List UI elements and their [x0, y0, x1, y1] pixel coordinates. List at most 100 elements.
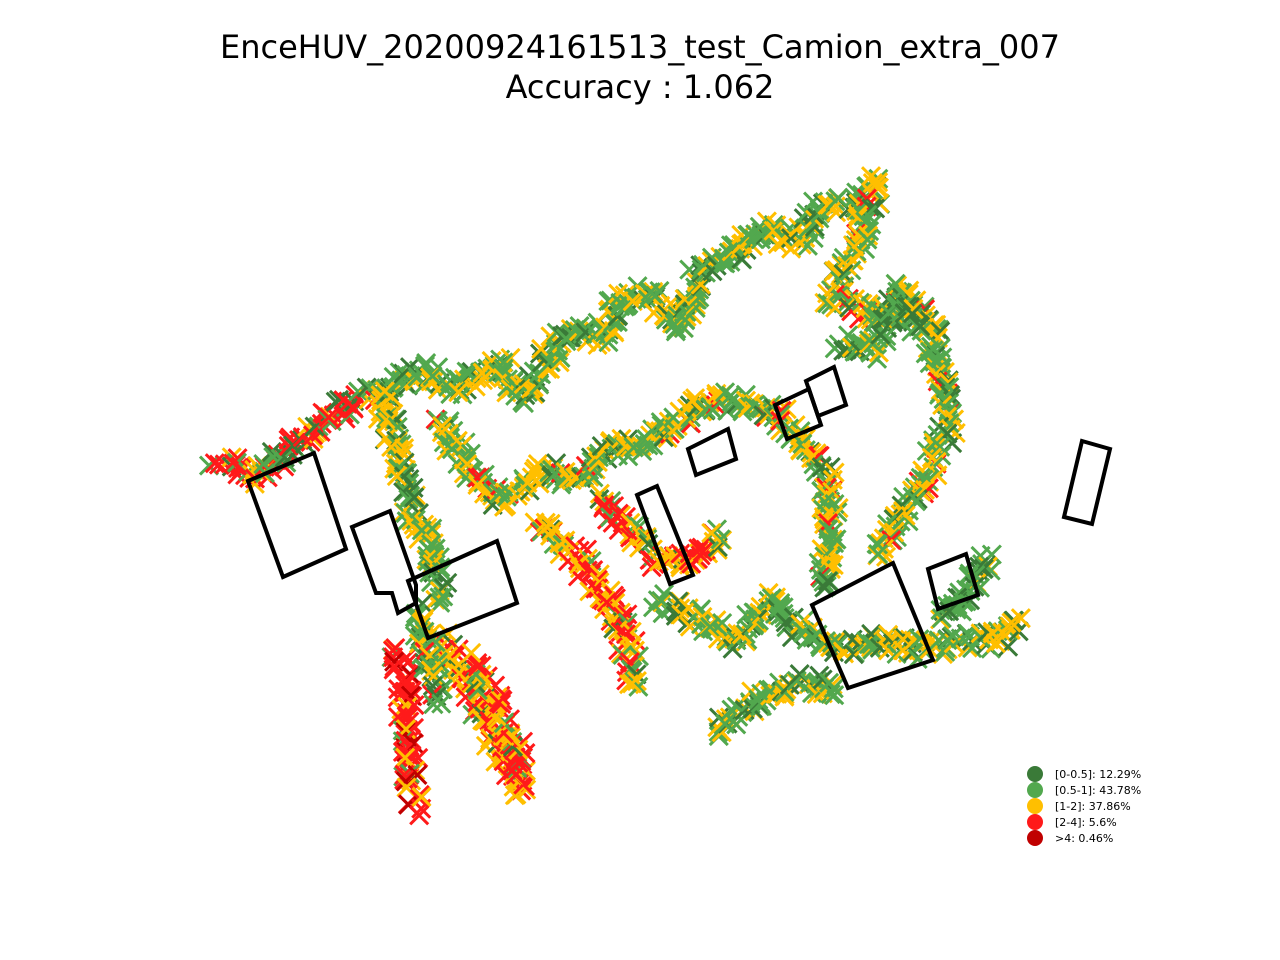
trajectory-point: [395, 747, 416, 768]
trajectory-point: [886, 643, 907, 665]
trajectory-point: [973, 558, 994, 579]
trajectory-point: [467, 467, 488, 488]
legend-marker: [1027, 766, 1043, 782]
trajectory-point: [389, 362, 410, 383]
trajectory-point: [467, 653, 488, 674]
trajectory-point: [901, 321, 922, 342]
trajectory-point: [713, 252, 734, 273]
trajectory-point: [596, 592, 617, 613]
trajectory-point: [812, 669, 833, 690]
obstacle-box: [809, 560, 936, 691]
trajectory-point: [695, 399, 716, 420]
trajectory-point: [467, 474, 488, 495]
trajectory-point: [650, 412, 671, 433]
trajectory-point: [818, 672, 840, 693]
trajectory-point: [598, 332, 619, 353]
trajectory-point: [936, 406, 958, 427]
legend-marker: [1027, 814, 1043, 830]
trajectory-point: [701, 522, 722, 544]
legend-label: [2-4]: 5.6%: [1055, 815, 1117, 829]
obstacle-box: [245, 450, 349, 580]
trajectory-point: [692, 541, 713, 562]
legend-item: [0.5-1]: 43.78%: [1025, 782, 1185, 798]
trajectory-point: [905, 491, 927, 512]
trajectory-point: [914, 479, 936, 500]
legend-item: [0-0.5]: 12.29%: [1025, 766, 1185, 782]
obstacle-box: [634, 483, 696, 587]
trajectory-point: [691, 599, 712, 620]
trajectory-point: [858, 634, 879, 655]
trajectory-point: [411, 786, 432, 807]
chart-title: EnceHUV_20200924161513_test_Camion_extra…: [220, 28, 1060, 66]
trajectory-point: [448, 382, 469, 403]
trajectory-point: [555, 530, 576, 551]
trajectory-point: [1010, 608, 1031, 629]
trajectory-points: [198, 166, 1031, 826]
trajectory-point: [998, 636, 1019, 657]
trajectory-point: [702, 399, 723, 421]
obstacle-box: [1061, 438, 1113, 527]
trajectory-point: [824, 462, 845, 483]
trajectory-point: [404, 487, 425, 508]
trajectory-point: [431, 693, 452, 714]
obstacle-box: [803, 364, 849, 419]
trajectory-point: [540, 352, 561, 373]
obstacle-box: [685, 426, 739, 478]
obstacle-box: [772, 386, 824, 442]
trajectory-point: [374, 381, 395, 402]
trajectory-point: [437, 572, 458, 593]
trajectory-point: [433, 586, 454, 607]
obstacle-outlines: [245, 364, 1113, 691]
trajectory-point: [615, 624, 636, 645]
obstacle-box: [349, 508, 418, 616]
obstacle-box: [405, 538, 520, 641]
trajectory-point: [699, 616, 721, 637]
trajectory-point: [645, 285, 666, 306]
trajectory-point: [824, 685, 845, 706]
legend-label: [1-2]: 37.86%: [1055, 799, 1131, 813]
legend-item: [1-2]: 37.86%: [1025, 798, 1185, 814]
trajectory-point: [726, 714, 747, 735]
trajectory-point: [422, 366, 443, 387]
trajectory-point: [910, 316, 931, 337]
legend-label: [0.5-1]: 43.78%: [1055, 783, 1142, 797]
trajectory-point: [781, 238, 802, 259]
trajectory-point: [318, 407, 339, 428]
trajectory-point: [610, 602, 631, 623]
trajectory-point: [422, 675, 443, 697]
chart-subtitle-accuracy: Accuracy : 1.062: [505, 68, 775, 106]
trajectory-point: [423, 694, 444, 715]
trajectory-point: [430, 592, 451, 613]
trajectory-point: [831, 264, 852, 285]
trajectory-point: [665, 605, 686, 626]
trajectory-point: [902, 303, 923, 325]
trajectory-point: [278, 435, 299, 456]
trajectory-point: [930, 321, 951, 342]
legend-item: [2-4]: 5.6%: [1025, 814, 1185, 830]
obstacle-box: [925, 551, 981, 612]
trajectory-point: [455, 687, 476, 708]
trajectory-point: [828, 187, 849, 209]
legend-marker: [1027, 830, 1043, 846]
trajectory-point: [858, 333, 879, 354]
trajectory-point: [525, 458, 546, 479]
trajectory-point: [868, 544, 889, 565]
trajectory-point: [261, 441, 282, 462]
legend-label: >4: 0.46%: [1055, 831, 1114, 845]
legend-marker: [1027, 782, 1043, 798]
legend-item: >4: 0.46%: [1025, 830, 1185, 846]
trajectory-point: [505, 764, 526, 785]
trajectory-point: [930, 436, 951, 457]
trajectory-point: [903, 298, 924, 319]
trajectory-point: [461, 642, 482, 663]
legend: [0-0.5]: 12.29% [0.5-1]: 43.78% [1-2]: 3…: [1025, 766, 1185, 846]
trajectory-point: [404, 694, 425, 716]
legend-label: [0-0.5]: 12.29%: [1055, 767, 1142, 781]
trajectory-point: [488, 692, 509, 713]
trajectory-point: [378, 411, 399, 433]
trajectory-point: [868, 172, 889, 193]
trajectory-point: [386, 465, 407, 487]
legend-marker: [1027, 798, 1043, 814]
trajectory-point: [732, 233, 753, 254]
